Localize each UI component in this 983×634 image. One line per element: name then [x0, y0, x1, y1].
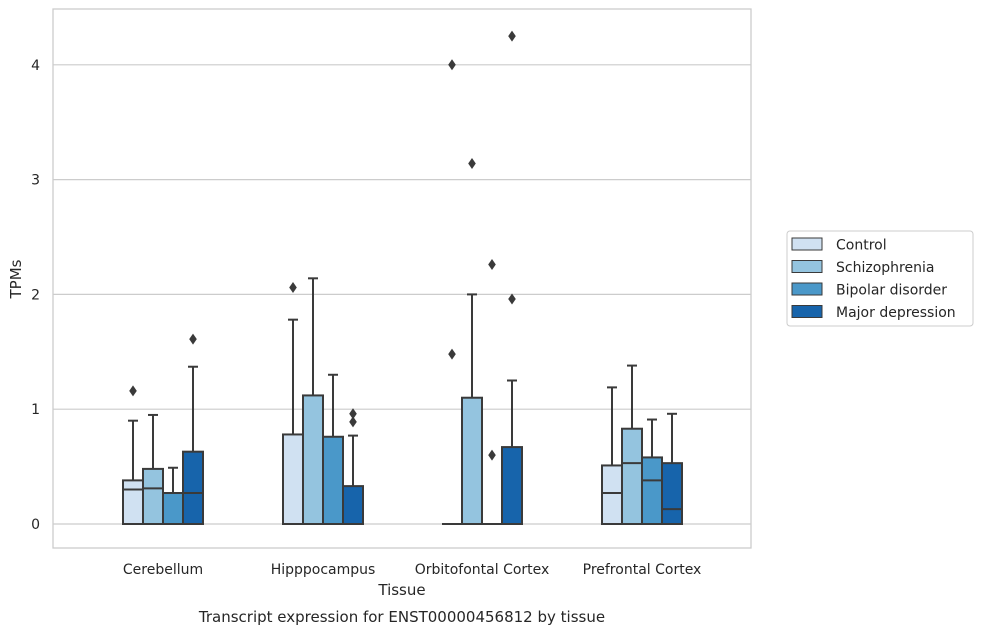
box-schizophrenia — [621, 364, 643, 525]
legend-swatch — [791, 260, 823, 273]
outlier-point — [488, 449, 496, 461]
box-major-depression — [501, 30, 523, 526]
y-tick-label: 4 — [31, 58, 40, 74]
box-major-depression — [342, 408, 364, 525]
box-control — [442, 59, 462, 525]
box-control — [601, 386, 623, 525]
box-bipolar-disorder — [641, 418, 663, 525]
x-tick-label: Hipppocampus — [271, 562, 376, 578]
x-axis-ticks: Cerebellum Hipppocampus Orbitofontal Corte… — [123, 562, 701, 578]
box-bipolar-disorder — [322, 373, 344, 526]
iqr-box — [661, 462, 683, 526]
outlier-point — [349, 408, 357, 420]
box-bipolar-disorder — [162, 466, 184, 525]
legend-label: Schizophrenia — [836, 260, 934, 276]
iqr-box — [461, 396, 483, 525]
legend-label: Control — [836, 238, 887, 254]
iqr-box — [302, 394, 324, 526]
legend-label: Bipolar disorder — [836, 283, 947, 299]
x-axis-title: Tissue — [377, 581, 425, 599]
outlier-point — [289, 282, 297, 294]
legend: Control Schizophrenia Bipolar disorder Majo… — [786, 230, 974, 327]
box-major-depression — [182, 333, 204, 525]
iqr-box — [122, 479, 144, 526]
iqr-box — [142, 467, 164, 525]
box-control — [282, 282, 304, 525]
box-schizophrenia — [142, 413, 164, 525]
iqr-box — [282, 433, 304, 525]
iqr-box — [182, 450, 204, 525]
y-axis-title: TPMs — [7, 259, 25, 299]
outlier-point — [488, 259, 496, 271]
iqr-box — [601, 464, 623, 525]
iqr-box — [342, 485, 364, 525]
legend-swatch — [791, 282, 823, 296]
y-tick-label: 0 — [31, 517, 40, 533]
outlier-point — [508, 30, 516, 42]
iqr-box — [621, 427, 643, 525]
iqr-box — [322, 435, 344, 526]
outlier-point — [349, 416, 357, 428]
iqr-box — [162, 492, 184, 525]
y-tick-label: 1 — [31, 402, 40, 418]
box-major-depression — [661, 412, 683, 526]
x-tick-label: Prefrontal Cortex — [583, 562, 702, 578]
box-bipolar-disorder — [482, 259, 502, 525]
box-control — [122, 385, 144, 526]
gridlines — [53, 64, 751, 525]
iqr-box — [501, 446, 523, 526]
legend-frame — [786, 230, 974, 327]
outlier-point — [448, 348, 456, 360]
outlier-point — [448, 59, 456, 71]
outlier-point — [129, 385, 137, 397]
legend-swatch — [791, 305, 823, 318]
outlier-point — [468, 158, 476, 170]
box-schizophrenia — [302, 277, 324, 526]
outlier-point — [508, 293, 516, 305]
legend-swatch — [791, 237, 823, 251]
plot-frame — [52, 8, 752, 549]
legend-label: Major depression — [836, 305, 956, 321]
iqr-box — [641, 456, 663, 525]
x-tick-label: Cerebellum — [123, 562, 203, 578]
x-tick-label: Orbitofontal Cortex — [415, 562, 550, 578]
chart-caption: Transcript expression for ENST0000045681… — [198, 608, 605, 626]
box-schizophrenia — [461, 158, 483, 525]
plot-area — [122, 30, 683, 526]
y-tick-label: 2 — [31, 287, 40, 303]
outlier-point — [189, 333, 197, 345]
y-tick-label: 3 — [31, 173, 40, 189]
y-axis-ticks: 0 1 2 3 4 — [31, 58, 40, 533]
